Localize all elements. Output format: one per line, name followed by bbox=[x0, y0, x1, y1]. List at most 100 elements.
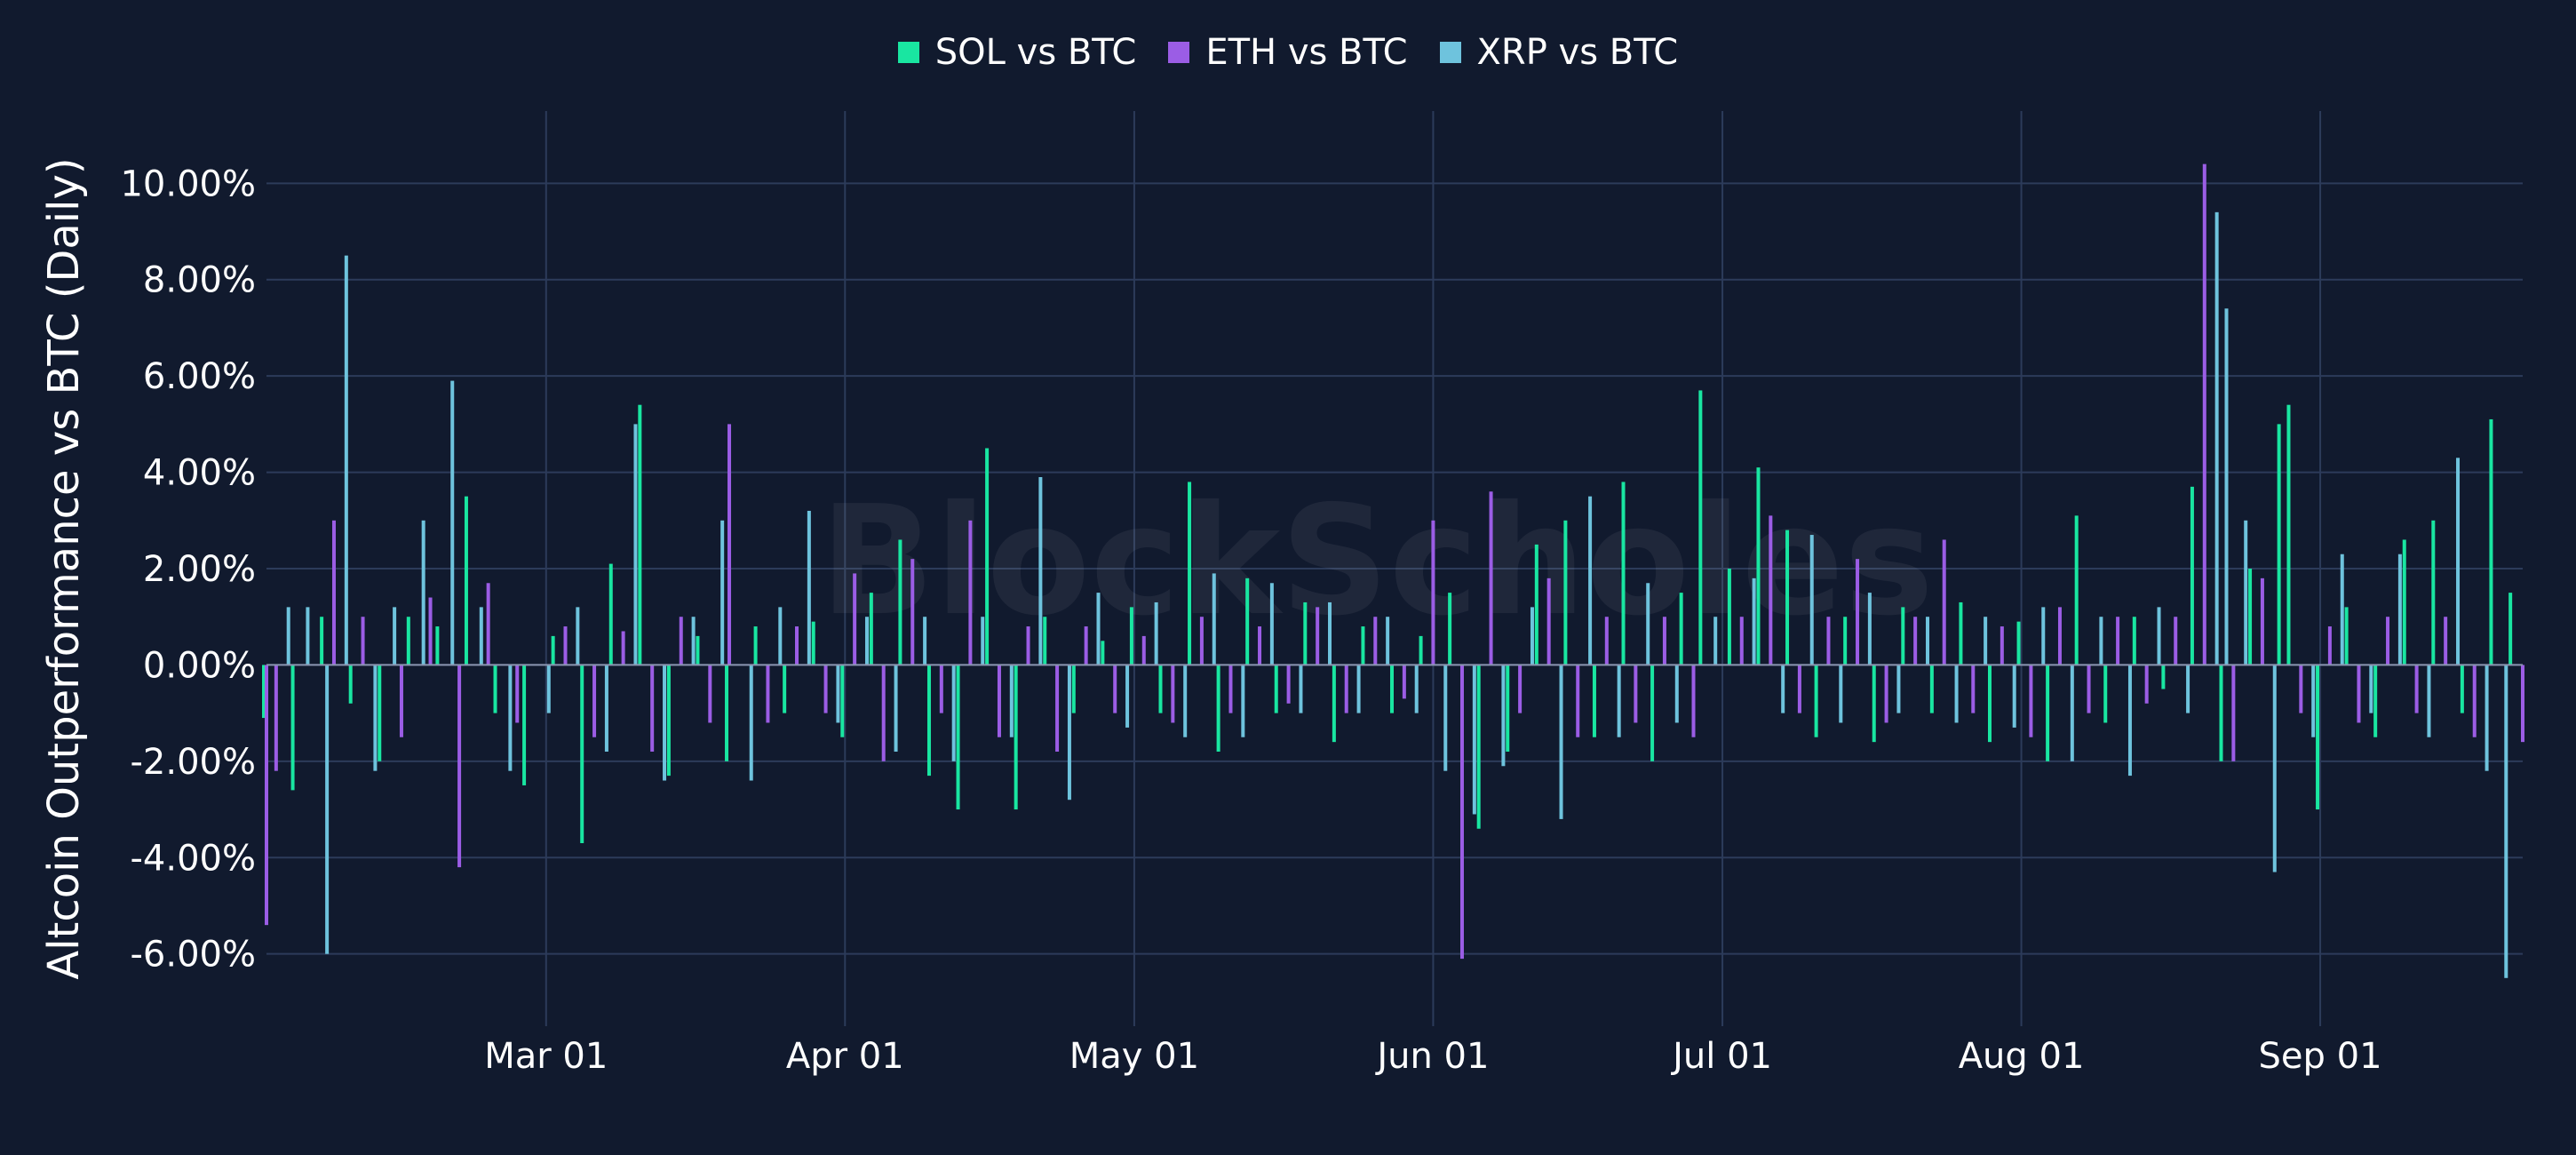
bar-eth bbox=[1942, 539, 1946, 665]
bar-xrp bbox=[633, 424, 638, 665]
bar-sol bbox=[1274, 665, 1278, 713]
bar-eth bbox=[361, 617, 365, 665]
bar-sol bbox=[2344, 607, 2349, 665]
bar-xrp bbox=[2070, 665, 2074, 761]
bar-sol bbox=[926, 665, 931, 777]
bar-sol bbox=[406, 617, 410, 665]
bar-sol bbox=[2132, 617, 2136, 665]
bar-sol bbox=[2316, 665, 2320, 810]
bar-eth bbox=[650, 665, 655, 752]
bar-sol bbox=[290, 665, 295, 791]
bar-sol bbox=[1621, 482, 1626, 665]
bar-eth bbox=[1913, 617, 1918, 665]
bar-eth bbox=[1113, 665, 1117, 713]
bar-xrp bbox=[2456, 458, 2461, 665]
legend-item-xrp[interactable]: XRP vs BTC bbox=[1439, 32, 1678, 73]
x-tick-label: Aug 01 bbox=[1959, 1036, 2085, 1077]
bar-sol bbox=[1188, 482, 1192, 665]
y-tick-label: 6.00% bbox=[143, 356, 256, 397]
bar-sol bbox=[1843, 617, 1848, 665]
bar-sol bbox=[1245, 578, 1250, 665]
bar-sol bbox=[1101, 641, 1105, 665]
bar-eth bbox=[1634, 665, 1638, 723]
bar-xrp bbox=[720, 520, 725, 665]
bar-eth bbox=[1459, 665, 1464, 960]
bar-xrp bbox=[1067, 665, 1071, 801]
bar-eth bbox=[727, 424, 732, 665]
bar-xrp bbox=[1096, 593, 1101, 665]
bar-xrp bbox=[1038, 477, 1043, 665]
bar-xrp bbox=[807, 510, 811, 665]
bar-xrp bbox=[1559, 665, 1563, 819]
bar-sol bbox=[493, 665, 497, 713]
bar-sol bbox=[608, 563, 613, 665]
bar-xrp bbox=[2186, 665, 2190, 713]
bar-xrp bbox=[1241, 665, 1245, 737]
bar-sol bbox=[666, 665, 671, 777]
bar-sol bbox=[1872, 665, 1876, 743]
bar-eth bbox=[1316, 607, 1320, 665]
legend-item-eth[interactable]: ETH vs BTC bbox=[1168, 32, 1408, 73]
x-tick-label: May 01 bbox=[1069, 1036, 1199, 1077]
legend-label-eth: ETH vs BTC bbox=[1205, 32, 1408, 73]
legend-item-sol[interactable]: SOL vs BTC bbox=[897, 32, 1137, 73]
bar-sol bbox=[1698, 390, 1703, 665]
bar-eth bbox=[1797, 665, 1801, 713]
bar-sol bbox=[2286, 404, 2291, 665]
bar-xrp bbox=[2340, 554, 2344, 665]
bar-eth bbox=[2202, 163, 2206, 665]
bar-sol bbox=[1332, 665, 1336, 743]
bar-eth bbox=[265, 665, 268, 926]
bar-sol bbox=[1419, 635, 1423, 665]
bar-sol bbox=[551, 635, 555, 665]
bar-sol bbox=[638, 404, 642, 665]
bar-sol bbox=[783, 665, 787, 713]
bar-eth bbox=[2057, 607, 2062, 665]
bar-sol bbox=[580, 665, 584, 843]
bar-eth bbox=[1402, 665, 1406, 699]
bar-sol bbox=[262, 665, 266, 719]
bar-sol bbox=[1361, 626, 1365, 665]
bar-eth bbox=[486, 583, 490, 665]
bar-sol bbox=[2219, 665, 2223, 761]
bar-eth bbox=[1026, 626, 1030, 665]
bar-xrp bbox=[1443, 665, 1448, 771]
bar-xrp bbox=[1472, 665, 1476, 815]
bar-eth bbox=[2029, 665, 2033, 737]
bar-sol bbox=[2190, 486, 2194, 665]
bar-xrp bbox=[1386, 617, 1390, 665]
bar-eth bbox=[1856, 559, 1860, 665]
bar-eth bbox=[2260, 578, 2264, 665]
bar-xrp bbox=[1984, 617, 1988, 665]
bar-eth bbox=[1739, 617, 1744, 665]
bar-sol bbox=[2460, 665, 2464, 713]
bar-sol bbox=[2489, 418, 2493, 665]
bar-xrp bbox=[1752, 578, 1756, 665]
bar-eth bbox=[2174, 617, 2178, 665]
bar-xrp bbox=[2214, 211, 2219, 665]
legend-label-sol: SOL vs BTC bbox=[934, 32, 1137, 73]
bar-eth bbox=[331, 520, 336, 665]
bar-eth bbox=[2000, 626, 2004, 665]
bar-sol bbox=[1390, 665, 1394, 713]
bar-xrp bbox=[691, 617, 696, 665]
legend-swatch-eth bbox=[1168, 42, 1190, 63]
bar-eth bbox=[1604, 617, 1609, 665]
bar-xrp bbox=[2157, 607, 2161, 665]
bar-eth bbox=[428, 597, 433, 665]
bar-eth bbox=[997, 665, 1001, 737]
bar-xrp bbox=[1954, 665, 1959, 723]
bar-xrp bbox=[325, 665, 330, 954]
bar-eth bbox=[2087, 665, 2091, 713]
y-axis-ticks: 10.00% 8.00% 6.00% 4.00% 2.00% 0.00% -2.00% -4.… bbox=[120, 163, 256, 975]
bar-xrp bbox=[749, 665, 753, 781]
bar-xrp bbox=[604, 665, 608, 752]
bar-xrp bbox=[1414, 665, 1419, 713]
bar-sol bbox=[1814, 665, 1818, 737]
bar-sol bbox=[840, 665, 845, 737]
bar-eth bbox=[939, 665, 943, 713]
bar-xrp bbox=[836, 665, 840, 723]
bar-sol bbox=[1476, 665, 1481, 829]
bar-eth bbox=[2444, 617, 2448, 665]
bar-xrp bbox=[1530, 607, 1534, 665]
